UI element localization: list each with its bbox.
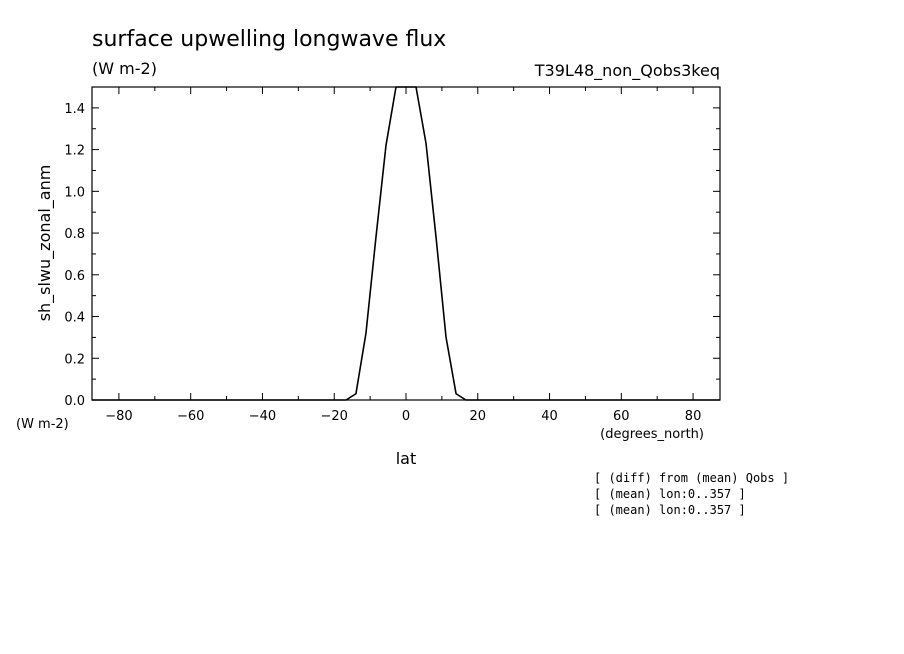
y-tick-label: 1.0 bbox=[64, 185, 85, 200]
y-tick-label: 0.6 bbox=[64, 269, 85, 284]
x-tick-label: 60 bbox=[613, 409, 630, 424]
x-tick-label: −20 bbox=[321, 409, 348, 424]
annotation-line-3: [ (mean) lon:0..357 ] bbox=[594, 503, 746, 517]
y-axis-label: sh_slwu_zonal_anm bbox=[35, 165, 55, 322]
y-tick-label: 1.4 bbox=[64, 102, 85, 117]
y-tick-label: 0.0 bbox=[64, 394, 85, 409]
x-axis-units: (degrees_north) bbox=[600, 427, 704, 442]
annotation-line-2: [ (mean) lon:0..357 ] bbox=[594, 487, 746, 501]
x-tick-label: 0 bbox=[402, 409, 410, 424]
chart-subtitle: (W m-2) bbox=[92, 59, 157, 78]
y-tick-label: 0.4 bbox=[64, 311, 85, 326]
x-axis-ticks: −80 −60 −40 −20 0 20 40 60 80 bbox=[105, 87, 701, 424]
annotation-line-1: [ (diff) from (mean) Qobs ] bbox=[594, 471, 789, 485]
chart-title: surface upwelling longwave flux bbox=[92, 27, 446, 52]
x-tick-label: −60 bbox=[177, 409, 204, 424]
x-tick-label: −80 bbox=[105, 409, 132, 424]
run-label: T39L48_non_Qobs3keq bbox=[534, 61, 720, 81]
plot-frame bbox=[91, 86, 721, 401]
x-axis-label: lat bbox=[396, 449, 417, 468]
x-tick-label: −40 bbox=[249, 409, 276, 424]
y-axis-ticks: 0.0 0.2 0.4 0.6 0.8 1.0 1.2 1.4 bbox=[64, 86, 720, 409]
y-tick-label: 0.2 bbox=[64, 352, 85, 367]
y-tick-label: 0.8 bbox=[64, 227, 85, 242]
y-axis-units: (W m-2) bbox=[16, 417, 69, 432]
series-line bbox=[92, 86, 720, 401]
series-group bbox=[92, 86, 720, 401]
x-tick-label: 80 bbox=[685, 409, 702, 424]
y-tick-label: 1.2 bbox=[64, 144, 85, 159]
x-tick-label: 40 bbox=[541, 409, 558, 424]
x-tick-label: 20 bbox=[469, 409, 486, 424]
